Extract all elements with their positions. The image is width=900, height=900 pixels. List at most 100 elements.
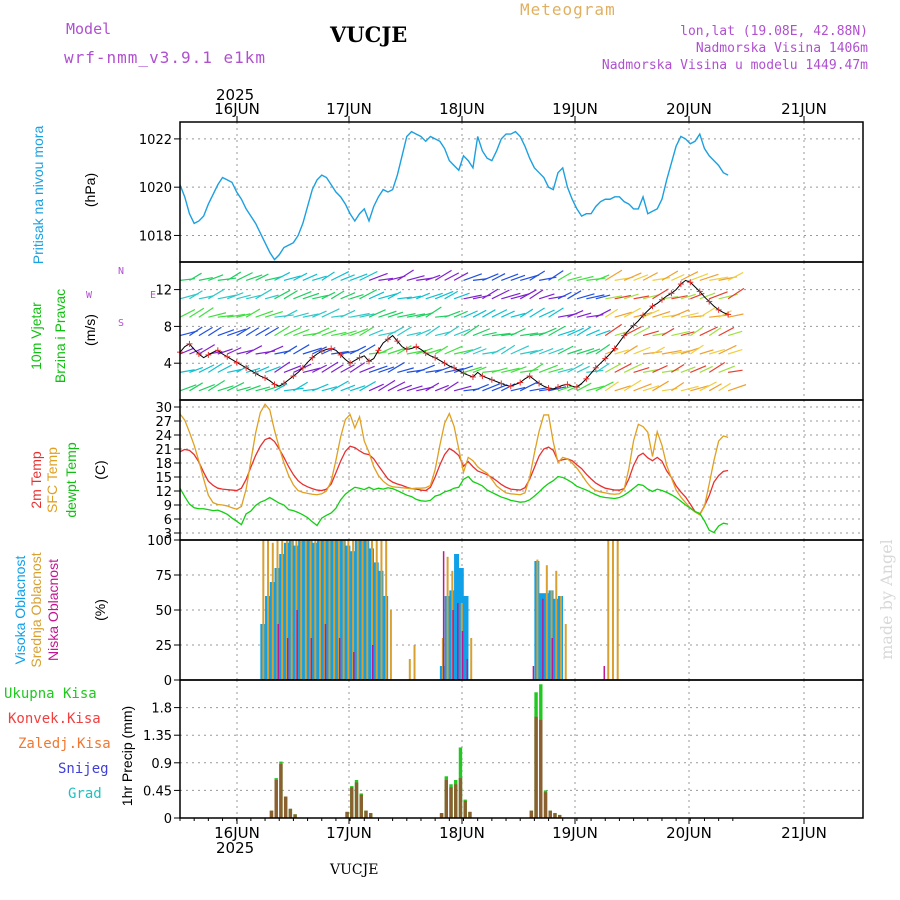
tick-label-y: 1018 (139, 229, 172, 244)
wind-barb (671, 350, 690, 355)
tick-label-y: 50 (155, 604, 172, 619)
cloud-mid-bar (536, 559, 539, 680)
wind-barb (321, 308, 340, 318)
wind-barb (491, 384, 508, 392)
wind-barb (595, 294, 611, 300)
wind-barb (330, 271, 350, 281)
tick-label-y: 1.8 (151, 702, 172, 717)
wind-barb (312, 294, 329, 300)
wind-barb (255, 386, 271, 392)
precip-conv-bar (534, 716, 538, 818)
cloud-mid-bar (385, 540, 388, 680)
wind-barb (425, 292, 443, 300)
wind-barb (283, 365, 302, 373)
cloud-mid-bar (361, 540, 364, 680)
wind-barb (340, 384, 356, 392)
wind-barb (567, 310, 584, 318)
precip-conv-bar (458, 778, 463, 818)
wind-barb (179, 347, 195, 355)
wind-barb (557, 329, 575, 337)
precip-conv-bar (468, 811, 472, 818)
tick-label-y: 12 (155, 485, 172, 500)
tick-label-x-top: 18JUN (439, 100, 485, 118)
wind-barb (198, 383, 215, 392)
wind-barb (368, 329, 384, 337)
wind-barb (236, 294, 251, 300)
cloud-low-bar (457, 603, 459, 680)
wind-barb (727, 313, 744, 318)
altitude-label: Nadmorska Visina 1406m (695, 41, 868, 56)
wind-barb (331, 350, 349, 355)
wind-barb (633, 346, 651, 355)
precip-conv-bar (354, 782, 359, 818)
wind-barb (567, 327, 584, 337)
wind-barb (208, 326, 222, 337)
dewpt-line (179, 475, 729, 534)
wind-barb (425, 325, 440, 337)
wind-barb (349, 273, 368, 281)
wind-barb (633, 274, 649, 281)
wind-barb (652, 310, 671, 318)
wind-barb (709, 276, 729, 281)
wind-barb (293, 381, 309, 392)
panel-frame-precipitation (179, 679, 864, 819)
product-title: Meteogram (520, 0, 616, 19)
wind-barb (274, 383, 288, 392)
wind-barb (434, 290, 454, 300)
wind-barb (312, 346, 327, 355)
wind-barb (604, 381, 619, 392)
precip-conv-bar (293, 814, 297, 818)
wind-barb (255, 288, 273, 300)
wind-barb (538, 348, 554, 355)
wind-barb (321, 361, 339, 373)
wind-barb (368, 365, 388, 373)
wind-barb (189, 307, 205, 318)
cloud-mid-bar (267, 540, 270, 680)
cloud-low-bar (338, 638, 341, 680)
wind-barb (727, 384, 747, 392)
wind-barb (264, 276, 282, 281)
wind-barb (208, 380, 225, 392)
wind-barb (179, 369, 195, 373)
wind-barb (709, 348, 725, 355)
wind-barb (378, 366, 395, 373)
tick-label-y: 0 (164, 812, 172, 827)
wind-barb (605, 295, 623, 300)
wind-barb (604, 323, 623, 337)
wind-barb (302, 347, 322, 355)
wind-barb (217, 314, 234, 318)
wind-barb (538, 293, 555, 300)
wind-barb (576, 326, 592, 337)
wind-barb (435, 331, 451, 337)
wind-barb (236, 349, 254, 355)
cloud-mid-bar (446, 556, 449, 680)
wind-barb (453, 272, 469, 281)
wind-barb (274, 326, 289, 337)
wind-barb (576, 365, 590, 373)
wind-barb (349, 345, 367, 355)
precip-conv-bar (345, 811, 349, 818)
wind-barb (557, 345, 574, 355)
wind-barb (708, 361, 726, 373)
cloud-mid-bar (545, 565, 548, 680)
wind-barb (595, 381, 614, 392)
cloud-mid-bar (371, 540, 373, 680)
wind-barb (491, 273, 506, 281)
wind-barb (312, 364, 328, 373)
wind-barb (510, 274, 526, 281)
wind-barb (283, 387, 304, 392)
wind-barb (283, 309, 298, 318)
wind-compass-legend: N W E S (80, 266, 160, 336)
page-title: VUCJE (330, 22, 408, 47)
precip-conv-bar (364, 810, 368, 818)
wind-barb (680, 385, 699, 392)
wind-barb (718, 344, 737, 355)
precip-conv-bar (553, 813, 557, 818)
compass-n-label: N (118, 266, 125, 277)
wind-barb (378, 293, 398, 300)
wind-barb (548, 307, 564, 318)
wind-barb (264, 326, 280, 337)
wind-barb (690, 365, 707, 373)
wind-barb (406, 313, 426, 318)
footer-location: VUCJE (330, 862, 379, 878)
